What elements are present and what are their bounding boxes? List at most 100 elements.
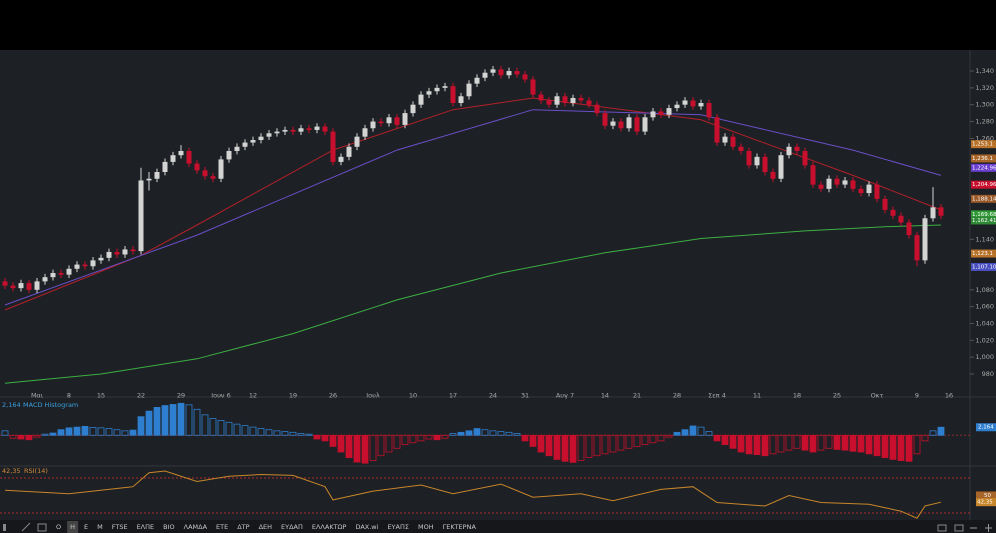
macd-bar — [897, 434, 905, 461]
price-tag-label: 1,107.10 — [972, 265, 996, 271]
macd-bar — [209, 418, 217, 436]
moving-average-line — [4, 109, 942, 306]
candle-body — [186, 150, 192, 164]
y-tick-label: 1,060 — [975, 303, 994, 311]
candle-body — [842, 180, 848, 185]
candle-body — [410, 104, 416, 114]
macd-bar — [625, 434, 633, 449]
macd-bar — [873, 434, 881, 457]
toolbar-item[interactable]: ΜΟΗ — [418, 523, 434, 531]
candle-body — [98, 257, 104, 261]
candle-body — [514, 71, 520, 75]
macd-bar — [761, 434, 769, 457]
macd-bar — [113, 429, 121, 436]
candle-body — [738, 146, 744, 151]
candle-body — [202, 170, 208, 177]
macd-bar — [73, 426, 81, 436]
y-tick-label: 1,020 — [975, 336, 994, 344]
macd-bar — [193, 408, 201, 436]
x-tick-label: 16 — [945, 392, 953, 400]
macd-bar — [33, 434, 41, 438]
macd-bar — [137, 416, 145, 436]
candle-body — [802, 150, 808, 166]
candle-body — [402, 113, 408, 125]
macd-bar — [329, 434, 337, 447]
macd-bar — [553, 434, 561, 460]
candle-body — [90, 260, 96, 267]
macd-bar — [841, 434, 849, 451]
toolbar-item[interactable]: ΕΛΠΕ — [137, 523, 155, 531]
price-tag-label: 1,188.14 — [972, 196, 996, 202]
candle-body — [922, 218, 928, 261]
macd-bar — [609, 434, 617, 453]
moving-average-line — [4, 224, 942, 384]
rsi-tick-box — [976, 491, 996, 500]
toolbar-item[interactable]: Μ — [97, 523, 103, 531]
toolbar-item[interactable]: ΕΤΕ — [216, 523, 228, 531]
macd-bar — [881, 434, 889, 458]
candle-body — [194, 163, 200, 171]
macd-bar — [649, 434, 657, 444]
macd-bar — [433, 434, 441, 441]
macd-bar — [49, 432, 57, 436]
candle-body — [506, 71, 512, 76]
candle-body — [2, 281, 8, 286]
candle-body — [338, 156, 344, 162]
candle-body — [482, 72, 488, 78]
rsi-tag-label: 42,35 — [977, 500, 993, 506]
candle-body — [834, 178, 840, 185]
x-tick-label: 24 — [489, 392, 497, 400]
candle-body — [714, 117, 720, 143]
toolbar-item[interactable]: DAX.wi — [355, 523, 378, 531]
toolbar-item[interactable]: ΕΥΑΠΣ — [387, 523, 409, 531]
toolbar-item[interactable]: ΕΥΔΑΠ — [281, 523, 303, 531]
macd-bar — [105, 428, 113, 436]
candle-body — [282, 129, 288, 132]
candle-body — [698, 103, 704, 107]
macd-bar — [473, 428, 481, 436]
x-tick-label: 25 — [833, 392, 841, 400]
candle-body — [938, 207, 944, 216]
macd-bar — [97, 427, 105, 436]
macd-bar — [313, 434, 321, 440]
chart-background — [0, 50, 996, 520]
toolbar-item[interactable]: ΓΕΚΤΕΡΝΑ — [443, 523, 477, 531]
candle-body — [618, 121, 624, 129]
x-tick-label: 21 — [633, 392, 641, 400]
candle-body — [394, 117, 400, 125]
x-tick-label: 29 — [177, 392, 185, 400]
candle-body — [210, 176, 216, 179]
y-tick-label: 1,040 — [975, 319, 994, 327]
price-tag — [971, 249, 996, 258]
candle-body — [178, 150, 184, 156]
macd-bar — [41, 433, 49, 436]
candle-body — [58, 272, 64, 275]
macd-bar — [753, 434, 761, 455]
toolbar-item[interactable]: ΒΙΟ — [163, 523, 175, 531]
toolbar-item[interactable]: ΛΑΜΔΑ — [184, 523, 208, 531]
toolbar-item[interactable]: ΔΤΡ — [237, 523, 249, 531]
price-tag — [971, 140, 996, 149]
candle-body — [930, 207, 936, 219]
candle-body — [26, 283, 32, 290]
candle-body — [290, 129, 296, 132]
macd-bar — [665, 434, 673, 438]
toolbar-item[interactable]: Ε — [84, 523, 88, 531]
x-tick-label: 18 — [793, 392, 801, 400]
macd-bar — [233, 423, 241, 436]
toolbar-item[interactable]: ΔΕΗ — [259, 523, 273, 531]
candle-body — [274, 131, 280, 134]
toolbar-item[interactable]: FTSE — [112, 523, 128, 531]
rsi-value: 42,35 — [2, 467, 21, 475]
macd-bar — [417, 434, 425, 442]
candle-body — [490, 69, 496, 73]
price-tag — [971, 180, 996, 189]
candle-body — [162, 161, 168, 173]
candle-body — [850, 180, 856, 189]
toolbar-item[interactable]: Η — [70, 523, 75, 531]
price-tag — [971, 210, 996, 219]
toolbar-item[interactable]: Ο — [56, 523, 61, 531]
candle-body — [418, 94, 424, 105]
toolbar-item[interactable]: ΕΛΛΑΚΤΩΡ — [312, 523, 347, 531]
macd-bar — [513, 433, 521, 436]
